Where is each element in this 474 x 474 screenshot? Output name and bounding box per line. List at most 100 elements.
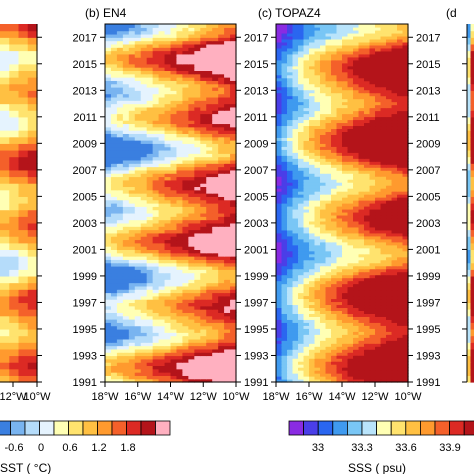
panel-c-cell [331, 125, 338, 130]
panel-b-cell [105, 186, 112, 191]
panel-c-cell [391, 274, 398, 279]
panel-b-cell [218, 295, 225, 300]
panel-c-cell [336, 250, 343, 255]
panel-b-cell [224, 156, 231, 161]
panel-b-cell [140, 133, 148, 138]
panel-b-cell [152, 222, 160, 227]
panel-b-cell [105, 63, 112, 68]
panel-c-cell [303, 328, 310, 332]
panel-c-cell [386, 343, 393, 347]
panel-c-cell [325, 170, 332, 174]
panel-b-cell [164, 163, 172, 168]
panel-b-cell [105, 206, 112, 211]
panel-b-cell [146, 368, 154, 373]
panel-b-cell [194, 196, 201, 201]
panel-b-cell [128, 275, 136, 280]
panel-c-cell [397, 367, 404, 371]
panel-b-cell [116, 146, 124, 151]
panel-b-cell [200, 77, 207, 81]
panel-c-cell [386, 271, 393, 276]
panel-c-cell [364, 304, 371, 309]
panel-c-cell [397, 361, 404, 365]
panel-c-cell [292, 128, 299, 132]
panel-b-cell [146, 209, 154, 214]
panel-c-cell [287, 101, 294, 106]
panel-b-cell [158, 345, 166, 350]
panel-c-cell [386, 155, 393, 159]
panel-c-cell [309, 244, 316, 249]
panel-c-cell [353, 140, 360, 144]
panel-c-cell [320, 223, 327, 228]
panel-c-cell [402, 310, 409, 314]
panel-b-cell [158, 176, 166, 181]
panel-b-cell [146, 328, 154, 333]
panel-c-cell [292, 280, 299, 285]
panel-b-cell [230, 30, 237, 35]
panel-b-cell [105, 212, 112, 217]
panel-b-cell [164, 90, 172, 95]
panel-b-cell [116, 252, 124, 257]
panel-b-cell [194, 163, 201, 168]
panel-b-cell [158, 239, 166, 244]
panel-b-cell [105, 322, 112, 327]
panel-c-cell [375, 223, 382, 228]
panel-c-cell [391, 271, 398, 276]
panel-c-cell [325, 220, 332, 225]
panel-c-cell [364, 203, 371, 207]
panel-b-cell [170, 328, 178, 333]
panel-c-cell [331, 307, 338, 311]
panel-b-cell [116, 269, 124, 274]
panel-c-cell [320, 277, 327, 282]
panel-a-cell [18, 189, 29, 197]
panel-b-cell [230, 239, 237, 244]
panel-b-cell [224, 368, 231, 373]
panel-b-cell [122, 110, 130, 115]
panel-b-cell [170, 289, 178, 294]
panel-b-cell [152, 305, 160, 310]
panel-b-cell [128, 43, 136, 48]
panel-b-cell [105, 77, 112, 81]
panel-c-cell [342, 137, 349, 141]
panel-c-cell [369, 125, 376, 130]
panel-c-cell [325, 280, 332, 285]
panel-b-cell [218, 183, 225, 188]
panel-c-cell [309, 331, 316, 335]
panel-c-cell [336, 358, 343, 362]
panel-b-cell [206, 319, 213, 323]
panel-b-cell [182, 206, 189, 211]
panel-c-cell [358, 152, 365, 156]
panel-c-cell [402, 247, 409, 252]
panel-b-cell [105, 265, 112, 270]
panel-c-cell [320, 322, 327, 326]
panel-a-cell [27, 24, 38, 32]
panel-c-cell [375, 149, 382, 153]
panel-c-cell [342, 370, 349, 374]
panel-b-cell [152, 50, 160, 55]
panel-b-cell [206, 140, 213, 144]
panel-c-cell [325, 304, 332, 309]
panel-b-cell [158, 123, 166, 128]
panel-b-cell [224, 325, 231, 330]
panel-c-cell [369, 307, 376, 311]
panel-b-cell [218, 358, 225, 363]
panel-c-cell [353, 113, 360, 118]
panel-c-cell [281, 373, 288, 377]
panel-c-cell [391, 376, 398, 380]
panel-b-cell [128, 269, 136, 274]
panel-b-cell [116, 226, 124, 231]
panel-b-cell [122, 133, 130, 138]
panel-c-cell [292, 376, 299, 380]
panel-b-cell [170, 173, 178, 178]
panel-b-cell [200, 123, 207, 128]
panel-c-cell [292, 316, 299, 320]
panel-c-cell [380, 376, 387, 380]
panel-b-cell [140, 146, 148, 151]
panel-c-cell [298, 352, 305, 356]
panel-c-cell [364, 298, 371, 303]
panel-b-cell [116, 86, 124, 91]
panel-b-cell [188, 33, 195, 38]
panel-c-cell [358, 316, 365, 320]
panel-c-cell [287, 313, 294, 317]
panel-b-cell [176, 209, 183, 214]
panel-b-cell [200, 282, 207, 287]
